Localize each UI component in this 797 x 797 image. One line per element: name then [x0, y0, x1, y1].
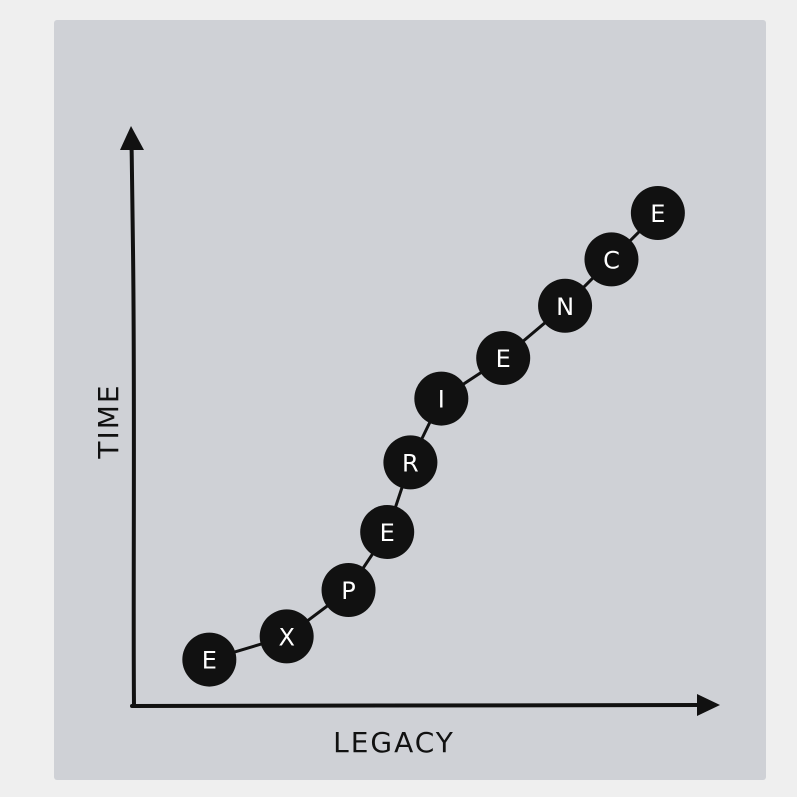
- data-point-dot: [360, 505, 415, 559]
- data-point: X: [259, 609, 314, 664]
- data-point-dot: [538, 278, 593, 333]
- data-point-label: E: [380, 519, 395, 547]
- data-point-label: E: [650, 200, 665, 228]
- data-point-dot: [321, 563, 376, 617]
- data-point-label: R: [402, 449, 419, 477]
- x-axis-line: [130, 703, 702, 708]
- data-point-label: P: [341, 577, 355, 605]
- y-axis-arrowhead: [120, 126, 144, 150]
- data-point: N: [538, 278, 593, 333]
- x-axis-arrowhead: [697, 694, 720, 716]
- data-point-dot: [182, 632, 237, 687]
- data-point-dot: [414, 371, 469, 426]
- data-point: E: [360, 505, 415, 559]
- data-point-label: N: [556, 293, 574, 321]
- y-axis-label: TIME: [92, 383, 125, 459]
- data-point-dot: [630, 186, 685, 240]
- data-point-label: I: [438, 386, 445, 414]
- data-point: R: [383, 435, 438, 490]
- chart-panel: [54, 20, 766, 780]
- series-line: [208, 211, 659, 662]
- data-point: E: [182, 632, 237, 687]
- y-axis-line: [129, 140, 136, 708]
- data-point-label: E: [496, 345, 511, 373]
- data-point-dot: [476, 331, 531, 385]
- data-point: C: [584, 232, 639, 287]
- series-group: E X P E R I E N C E: [182, 186, 685, 687]
- data-point: E: [630, 186, 685, 240]
- x-axis-label: LEGACY: [333, 726, 455, 759]
- points-group: E X P E R I E N C E: [182, 186, 685, 687]
- data-point: I: [414, 371, 469, 426]
- data-point-dot: [259, 609, 314, 664]
- data-point: E: [476, 331, 531, 385]
- data-point-label: C: [603, 246, 620, 274]
- data-point-label: E: [202, 647, 217, 675]
- data-point-dot: [584, 232, 639, 287]
- data-point-dot: [383, 435, 438, 490]
- data-point: P: [321, 563, 376, 617]
- data-point-label: X: [278, 623, 294, 651]
